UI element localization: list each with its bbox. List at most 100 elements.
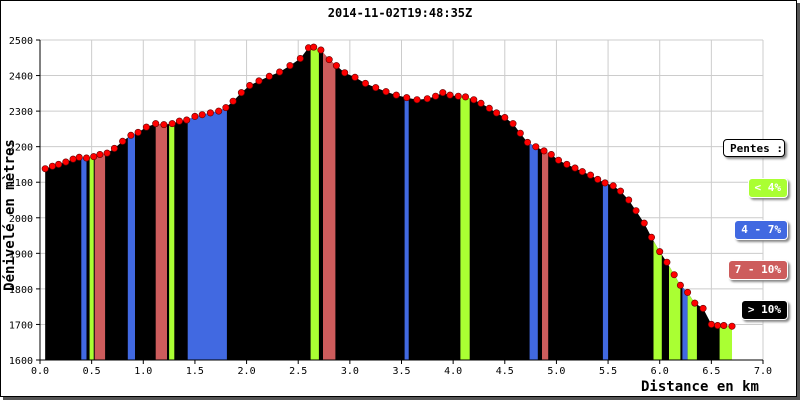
- slope-band-gentle: [169, 122, 175, 360]
- slope-band-moderate: [529, 143, 538, 360]
- slope-band-gentle: [687, 292, 697, 360]
- profile-marker: [142, 123, 150, 131]
- profile-marker: [90, 153, 98, 161]
- profile-marker: [516, 129, 524, 137]
- profile-marker: [676, 281, 684, 289]
- axes: 0.0 0.5 1.0 1.5 2.0 2.5 3.0 3.5 4.0 4.5 5.0 5.5 6.0 6…: [9, 36, 772, 377]
- profile-marker: [477, 99, 485, 107]
- profile-marker: [255, 77, 263, 85]
- profile-marker: [571, 164, 579, 172]
- x-tick-label: 0.0: [31, 366, 49, 377]
- profile-marker: [707, 320, 715, 328]
- profile-marker: [229, 97, 237, 105]
- x-tick-label: 5.5: [599, 366, 617, 377]
- profile-marker: [601, 179, 609, 187]
- y-tick-label: 2200: [9, 143, 33, 154]
- y-tick-label: 2400: [9, 72, 33, 83]
- slope-band-strong: [323, 52, 336, 361]
- profile-marker: [547, 151, 555, 159]
- profile-marker: [594, 175, 602, 183]
- x-tick-label: 6.5: [702, 366, 720, 377]
- x-tick-label: 2.0: [238, 366, 256, 377]
- y-tick-label: 1600: [9, 356, 33, 367]
- legend-title: Pentes :: [723, 139, 785, 157]
- x-tick-label: 4.5: [496, 366, 514, 377]
- profile-marker: [413, 96, 421, 104]
- profile-marker: [351, 73, 359, 81]
- profile-marker: [160, 121, 168, 129]
- slope-band-gentle: [89, 156, 94, 360]
- profile-marker: [265, 72, 273, 80]
- profile-marker: [103, 149, 111, 157]
- profile-marker: [276, 68, 284, 76]
- y-tick-label: 2500: [9, 36, 33, 47]
- profile-markers: [41, 43, 736, 330]
- profile-marker: [432, 92, 440, 100]
- profile-marker: [647, 233, 655, 241]
- slope-band-strong: [542, 149, 549, 360]
- y-tick-label: 1900: [9, 249, 33, 260]
- profile-marker: [332, 62, 340, 70]
- profile-marker: [222, 104, 230, 112]
- profile-marker: [684, 288, 692, 296]
- profile-marker: [501, 114, 509, 122]
- slope-band-moderate: [127, 133, 135, 360]
- y-tick-label: 2100: [9, 178, 33, 189]
- slope-band-gentle: [460, 96, 470, 361]
- profile-marker: [317, 46, 325, 54]
- profile-marker: [578, 168, 586, 176]
- profile-marker: [392, 91, 400, 99]
- y-axis-label: Dénivelé en mètres: [2, 139, 18, 291]
- y-tick-label: 2300: [9, 107, 33, 118]
- x-tick-label: 0.5: [83, 366, 101, 377]
- profile-marker: [69, 155, 77, 163]
- profile-marker: [168, 120, 176, 128]
- profile-marker: [296, 54, 304, 62]
- profile-marker: [75, 153, 83, 161]
- chart-title: 2014-11-02T19:48:35Z: [328, 6, 473, 20]
- profile-marker: [540, 147, 548, 155]
- legend-entry-strong: 7 - 10%: [727, 260, 788, 280]
- slope-band-moderate: [602, 181, 609, 360]
- slope-band-moderate: [404, 97, 409, 360]
- profile-marker: [720, 321, 728, 329]
- profile-marker: [41, 165, 49, 173]
- profile-marker: [461, 93, 469, 101]
- x-tick-label: 1.5: [186, 366, 204, 377]
- profile-marker: [632, 207, 640, 215]
- profile-marker: [83, 154, 91, 162]
- profile-marker: [523, 138, 531, 146]
- profile-marker: [509, 120, 517, 128]
- profile-marker: [119, 137, 127, 145]
- profile-marker: [361, 79, 369, 87]
- profile-marker: [96, 151, 104, 159]
- profile-marker: [609, 182, 617, 190]
- slope-bands: [81, 47, 732, 361]
- y-tick-label: 2000: [9, 214, 33, 225]
- profile-marker: [183, 116, 191, 124]
- profile-marker: [586, 171, 594, 179]
- slope-band-gentle: [669, 265, 681, 360]
- slope-band-strong: [94, 153, 106, 360]
- slope-band-moderate: [682, 287, 688, 360]
- profile-marker: [563, 160, 571, 168]
- profile-marker: [439, 89, 447, 97]
- profile-marker: [382, 88, 390, 96]
- legend-entry-moderate: 4 - 7%: [734, 220, 788, 240]
- slope-band-moderate: [81, 157, 87, 360]
- slope-band-gentle: [719, 325, 732, 360]
- profile-marker: [237, 89, 245, 97]
- profile-marker: [656, 248, 664, 256]
- profile-marker: [48, 162, 56, 170]
- profile-marker: [670, 271, 678, 279]
- x-tick-label: 2.5: [289, 366, 307, 377]
- profile-marker: [492, 109, 500, 117]
- profile-marker: [616, 187, 624, 195]
- x-tick-label: 3.0: [341, 366, 359, 377]
- x-tick-label: 5.0: [547, 366, 565, 377]
- profile-marker: [372, 84, 380, 92]
- profile-marker: [470, 96, 478, 104]
- slope-band-strong: [155, 123, 167, 360]
- profile-marker: [640, 219, 648, 227]
